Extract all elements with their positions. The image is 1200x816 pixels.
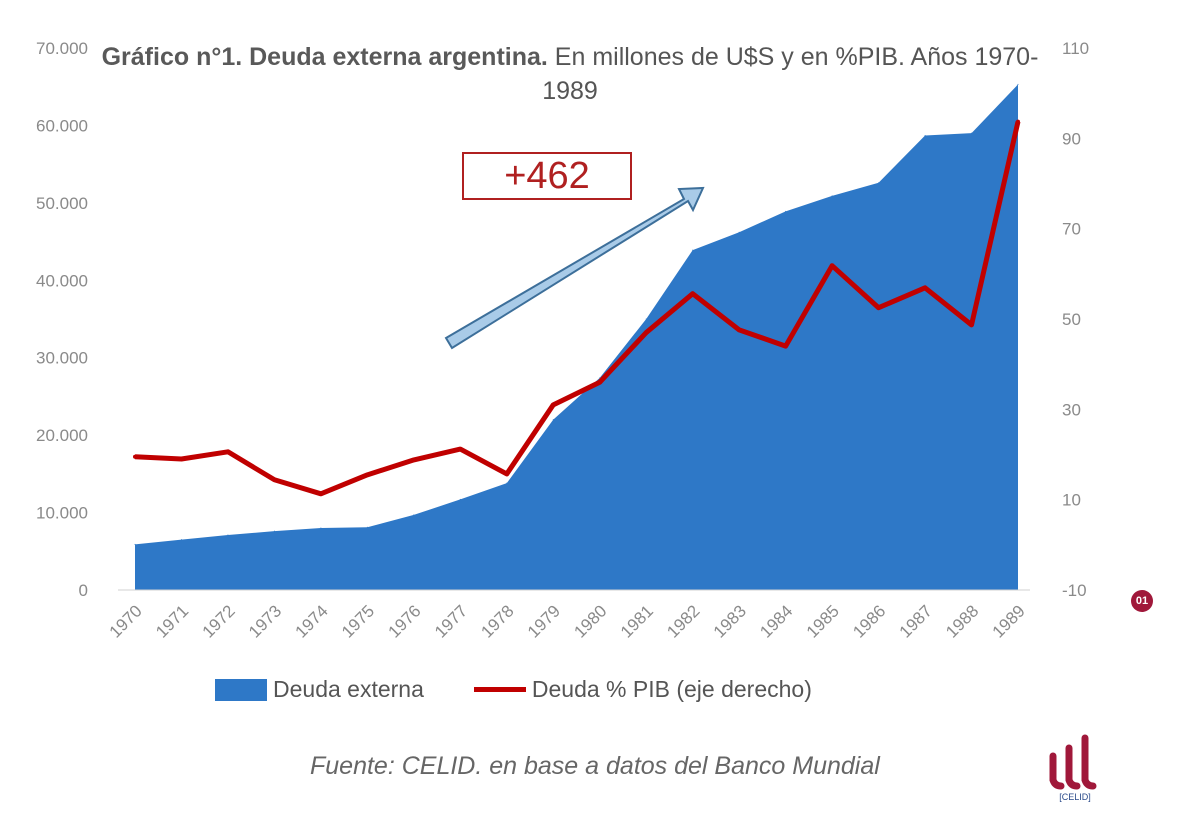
x-tick-label: 1984 [756, 601, 796, 641]
legend-swatch-line [473, 687, 526, 692]
right-tick-label: 90 [1062, 129, 1081, 148]
x-tick-label: 1979 [524, 601, 564, 641]
line-point-1975 [365, 472, 370, 477]
area-point-1984 [785, 210, 787, 212]
legend: Deuda externa Deuda % PIB (eje derecho) [215, 676, 812, 703]
x-tick-label: 1985 [803, 601, 843, 641]
right-tick-label: 50 [1062, 310, 1081, 329]
left-tick-label: 0 [79, 581, 88, 600]
left-tick-label: 40.000 [36, 271, 88, 290]
legend-swatch-area [215, 678, 267, 701]
line-point-1982 [690, 291, 695, 296]
area-point-1986 [878, 182, 880, 184]
area-point-1973 [273, 530, 275, 532]
left-tick-label: 30.000 [36, 349, 88, 368]
area-point-1972 [227, 534, 229, 536]
area-point-1978 [506, 482, 508, 484]
area-point-1980 [599, 377, 601, 379]
line-point-1972 [225, 449, 230, 454]
x-tick-label: 1987 [896, 601, 936, 641]
line-point-1988 [969, 322, 974, 327]
line-point-1980 [597, 380, 602, 385]
right-tick-label: -10 [1062, 581, 1087, 600]
left-tick-label: 50.000 [36, 194, 88, 213]
legend-label-line: Deuda % PIB (eje derecho) [531, 676, 812, 702]
page-badge[interactable]: 01 [1131, 590, 1153, 612]
x-tick-label: 1976 [384, 601, 424, 641]
x-tick-label: 1974 [292, 601, 332, 641]
x-tick-label: 1970 [106, 601, 146, 641]
line-point-1986 [876, 305, 881, 310]
x-tick-label: 1982 [663, 601, 703, 641]
x-tick-label: 1986 [849, 601, 889, 641]
chart-title: Gráfico n°1. Deuda externa argentina. En… [101, 43, 1039, 105]
line-point-1973 [272, 477, 277, 482]
left-tick-label: 70.000 [36, 39, 88, 58]
right-tick-label: 70 [1062, 220, 1081, 239]
area-point-1987 [924, 134, 926, 136]
x-tick-label: 1971 [152, 601, 192, 641]
x-tick-label: 1980 [570, 601, 610, 641]
line-point-1977 [458, 447, 463, 452]
x-tick-label: 1988 [942, 601, 982, 641]
left-tick-label: 20.000 [36, 426, 88, 445]
area-point-1983 [738, 231, 740, 233]
left-tick-label: 60.000 [36, 116, 88, 135]
line-point-1983 [737, 327, 742, 332]
line-point-1979 [551, 402, 556, 407]
x-tick-label: 1977 [431, 601, 471, 641]
line-point-1984 [783, 344, 788, 349]
area-point-1975 [366, 526, 368, 528]
x-tick-label: 1972 [199, 601, 239, 641]
area-point-1976 [413, 514, 415, 516]
area-point-1981 [645, 318, 647, 320]
line-point-1974 [318, 491, 323, 496]
x-tick-label: 1981 [617, 601, 657, 641]
line-point-1985 [830, 263, 835, 268]
right-tick-label: 110 [1062, 39, 1089, 58]
area-point-1988 [971, 132, 973, 134]
line-point-1970 [133, 454, 137, 459]
area-deuda-externa [135, 84, 1018, 591]
legend-label-area: Deuda externa [273, 676, 424, 702]
line-point-1978 [504, 471, 509, 476]
area-point-1974 [320, 527, 322, 529]
source-note: Fuente: CELID. en base a datos del Banco… [310, 752, 880, 780]
x-tick-label: 1975 [338, 601, 378, 641]
x-tick-label: 1983 [710, 601, 750, 641]
area-point-1979 [552, 419, 554, 421]
line-point-1981 [644, 330, 649, 335]
area-point-1971 [180, 539, 182, 541]
annotation-label: +462 [462, 152, 632, 200]
area-point-1977 [459, 498, 461, 500]
arrow-annotation [444, 186, 705, 350]
line-point-1976 [411, 457, 416, 462]
x-tick-label: 1989 [989, 601, 1029, 641]
line-deuda-pib [134, 121, 1021, 497]
area-point-1982 [692, 249, 694, 251]
svg-text:[CELID]: [CELID] [1059, 792, 1091, 802]
x-tick-label: 1978 [477, 601, 517, 641]
x-tick-label: 1973 [245, 601, 285, 641]
area-point-1989 [1017, 83, 1019, 85]
line-point-1971 [179, 457, 184, 462]
right-tick-label: 30 [1062, 400, 1081, 419]
line-point-1989 [1016, 119, 1020, 124]
line-point-1987 [923, 285, 928, 290]
area-point-1985 [831, 195, 833, 197]
celid-logo: [CELID] [1049, 734, 1097, 802]
right-tick-label: 10 [1062, 491, 1081, 510]
left-tick-label: 10.000 [36, 504, 88, 523]
area-point-1970 [134, 543, 136, 545]
